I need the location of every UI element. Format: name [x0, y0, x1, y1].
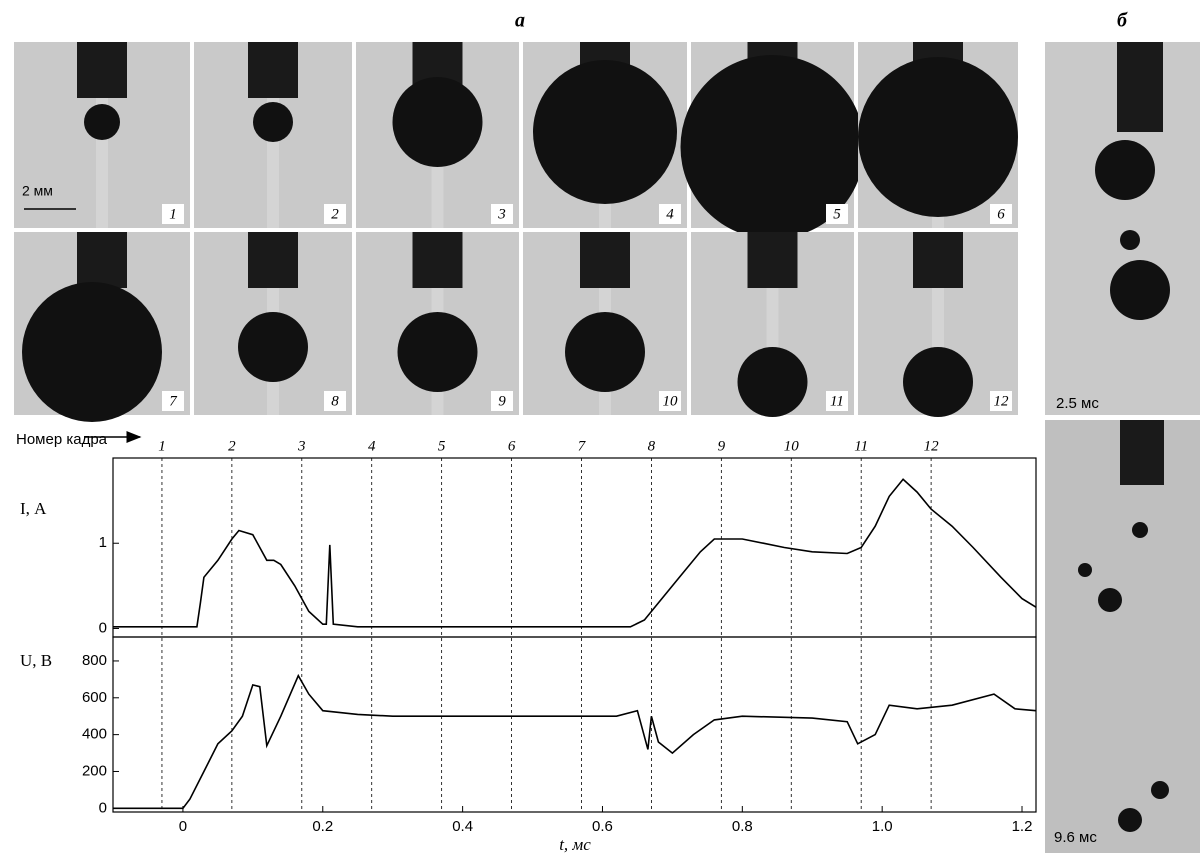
frame-label: 8 [331, 393, 339, 409]
x-tick-label: 1.2 [1012, 818, 1033, 835]
frame-number: 12 [924, 438, 940, 454]
frame-number: 5 [438, 438, 446, 454]
electrode [412, 232, 463, 288]
data-line [113, 673, 1037, 810]
plasma [1095, 140, 1155, 200]
frame-label: 11 [830, 393, 844, 409]
label-box [826, 204, 848, 224]
frame-number: 11 [854, 438, 868, 454]
label-box [491, 391, 513, 411]
y-tick-label: 600 [82, 689, 107, 706]
label-box [990, 204, 1012, 224]
frame-number: 4 [368, 438, 376, 454]
plasma [737, 347, 808, 417]
plasma [533, 60, 677, 204]
label-box [162, 391, 184, 411]
y-tick-label: 1 [99, 534, 107, 551]
plasma [397, 312, 478, 392]
x-tick-label: 0.4 [452, 818, 473, 835]
plasma [1110, 260, 1170, 320]
plasma [22, 282, 162, 422]
y-tick-label: 0 [99, 799, 107, 816]
x-tick-label: 0.2 [312, 818, 333, 835]
plasma [1098, 588, 1122, 612]
frame-number: 9 [718, 438, 726, 454]
label-box [826, 391, 848, 411]
photo [1045, 420, 1200, 853]
frame-number: 2 [228, 438, 236, 454]
electrode [747, 232, 798, 288]
frame-number: 6 [508, 438, 516, 454]
frame-label: 6 [997, 206, 1005, 222]
frame-label: 1 [169, 206, 177, 222]
plasma [1118, 808, 1142, 832]
electrode [913, 232, 963, 288]
y-tick-label: 0 [99, 619, 107, 636]
plasma [1078, 563, 1092, 577]
plasma [1132, 522, 1148, 538]
label-box [162, 204, 184, 224]
frame-number: 7 [578, 438, 587, 454]
x-tick-label: 0.6 [592, 818, 613, 835]
frame-axis-label: Номер кадра [16, 431, 108, 448]
plasma [84, 104, 120, 140]
label-box [659, 391, 681, 411]
frame-label: 9 [498, 393, 506, 409]
scale-label: 2 мм [22, 183, 53, 199]
frame-label: 4 [666, 206, 674, 222]
electrode [1120, 420, 1164, 485]
x-tick-label: 0 [179, 818, 187, 835]
x-tick-label: 1.0 [872, 818, 893, 835]
plot-frame [112, 457, 1037, 638]
frame-label: 2 [331, 206, 339, 222]
panel-label: а [515, 10, 525, 32]
data-line [113, 478, 1037, 628]
electrode [77, 232, 127, 288]
time-label: 9.6 мс [1054, 829, 1097, 846]
electrode [1117, 42, 1163, 132]
y-axis-label: U, В [20, 651, 52, 670]
time-label: 2.5 мс [1056, 395, 1099, 412]
frame-number: 10 [784, 438, 800, 454]
label-box [990, 391, 1012, 411]
plasma [238, 312, 308, 382]
y-tick-label: 800 [82, 652, 107, 669]
plasma [565, 312, 645, 392]
photo-grid: 1 2 3 4 5 67 8 9 10 11 12 [14, 42, 1200, 853]
plasma [858, 57, 1018, 217]
frame-label: 12 [994, 393, 1010, 409]
plot-frame [112, 636, 1037, 813]
y-tick-label: 200 [82, 762, 107, 779]
frame-label: 3 [497, 206, 506, 222]
frame-number: 3 [297, 438, 306, 454]
x-axis-label: t, мс [559, 835, 591, 853]
label-box [659, 204, 681, 224]
plasma [1120, 230, 1140, 250]
plasma [903, 347, 973, 417]
electrode [248, 42, 298, 98]
frame-number: 1 [158, 438, 166, 454]
y-axis-label: I, А [20, 499, 47, 518]
electrode [248, 232, 298, 288]
x-tick-label: 0.8 [732, 818, 753, 835]
frame-number: 8 [648, 438, 656, 454]
frame-label: 5 [833, 206, 841, 222]
frame-label: 7 [169, 393, 178, 409]
plasma [392, 77, 483, 167]
plasma [680, 55, 865, 239]
label-box [324, 391, 346, 411]
panel-label: б [1117, 10, 1128, 32]
y-tick-label: 400 [82, 726, 107, 743]
label-box [324, 204, 346, 224]
plasma [253, 102, 293, 142]
plasma [1151, 781, 1169, 799]
electrode [580, 232, 630, 288]
frame-label: 10 [663, 393, 679, 409]
electrode [77, 42, 127, 98]
label-box [491, 204, 513, 224]
